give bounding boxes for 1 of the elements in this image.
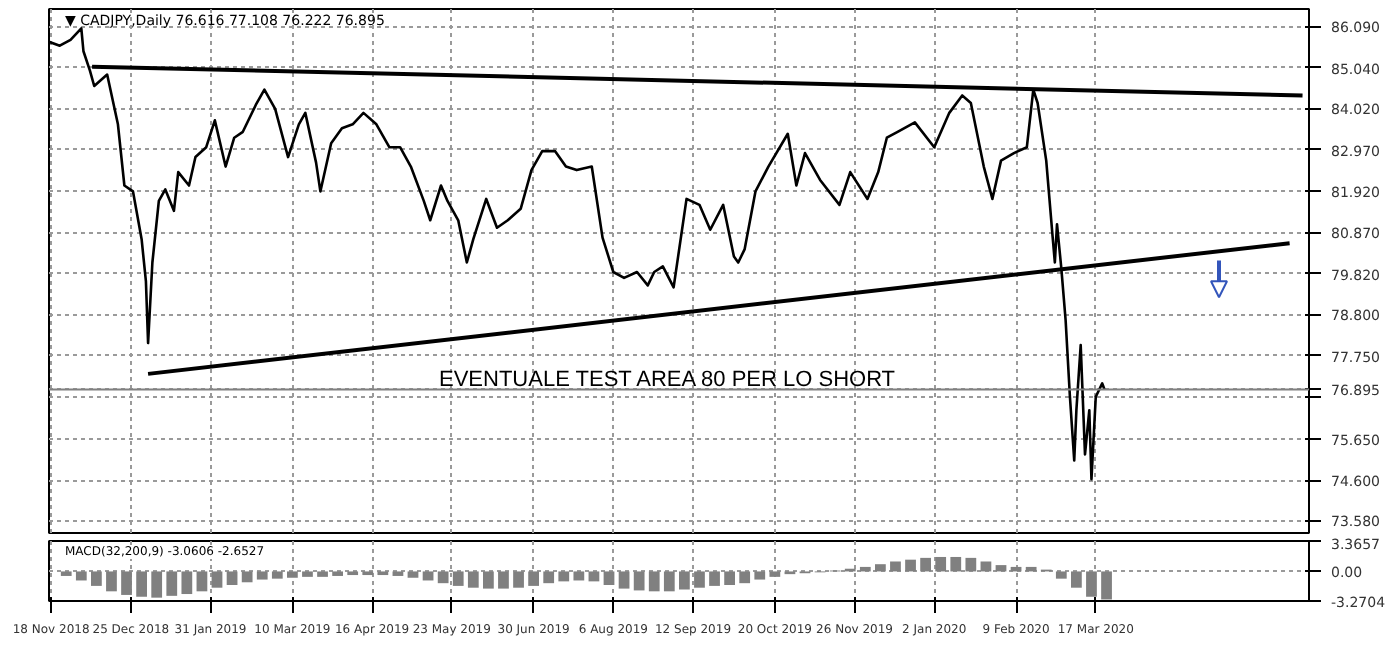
- annotation: EVENTUALE TEST AREA 80 PER LO SHORT: [439, 367, 896, 392]
